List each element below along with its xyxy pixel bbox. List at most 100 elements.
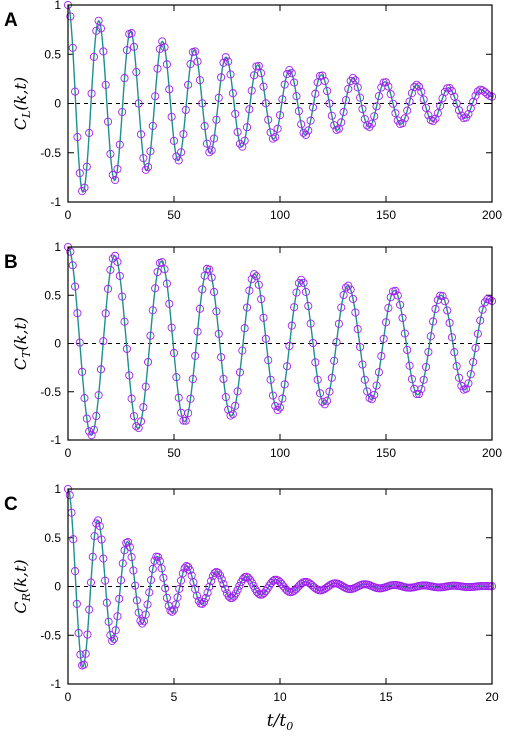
data-point [414, 389, 424, 399]
data-point [104, 617, 113, 626]
data-point [125, 371, 134, 380]
data-point [280, 380, 289, 389]
data-point [473, 329, 482, 338]
data-point [341, 96, 351, 105]
data-point [224, 57, 233, 66]
data-point [66, 12, 75, 21]
data-point [464, 109, 473, 119]
x-tick-label: 150 [376, 446, 396, 460]
data-point [177, 148, 186, 157]
data-point [370, 390, 379, 399]
panel-b: B 0 50 100 150 200 1 0.5 0 -0.5 -1 CT(k,t) [4, 240, 502, 460]
data-point [224, 592, 233, 601]
data-point [144, 357, 153, 367]
data-point [306, 116, 315, 125]
data-point [115, 271, 124, 280]
data-point [275, 111, 285, 120]
data-point [118, 107, 127, 117]
data-point [158, 37, 167, 46]
data-point [146, 575, 156, 585]
data-point [181, 105, 190, 115]
data-point [292, 288, 301, 297]
y-tick-label: -0.5 [40, 628, 61, 642]
data-point [450, 348, 459, 357]
data-point [370, 112, 379, 121]
data-point [101, 576, 110, 585]
data-point [185, 566, 194, 575]
data-point [139, 403, 148, 412]
data-point [292, 92, 301, 101]
y-tick-label: 1 [54, 240, 61, 254]
data-point [141, 165, 150, 174]
data-point [132, 68, 141, 77]
data-point [421, 362, 431, 372]
data-point [132, 596, 141, 605]
data-point [238, 346, 247, 355]
data-point [201, 593, 210, 603]
data-point [247, 275, 256, 284]
data-point [82, 162, 91, 171]
data-point [99, 337, 108, 346]
data-point [275, 403, 285, 412]
data-point [127, 553, 136, 562]
data-point [348, 294, 358, 303]
data-point [205, 148, 214, 157]
data-point [391, 109, 400, 118]
y-tick-label: 0.5 [44, 531, 61, 545]
data-point [325, 387, 334, 396]
data-point [367, 119, 376, 128]
data-point [403, 106, 412, 115]
data-point [235, 368, 245, 377]
data-point [278, 394, 287, 403]
data-point [173, 593, 182, 602]
data-point [214, 93, 223, 102]
data-point [103, 284, 113, 293]
data-point [169, 605, 179, 614]
data-point [426, 332, 435, 341]
series-line [67, 4, 493, 193]
data-point [178, 569, 187, 578]
x-tick-label: 0 [65, 690, 72, 704]
data-point [124, 538, 133, 547]
y-axis-label: CL(k,t) [11, 77, 33, 130]
data-point [81, 649, 90, 658]
data-point [217, 73, 226, 82]
data-point [334, 319, 343, 328]
data-point [414, 82, 424, 91]
data-point [188, 374, 197, 384]
data-point [450, 92, 459, 101]
y-tick-label: 0 [54, 337, 61, 351]
data-point [134, 99, 143, 108]
data-point [199, 597, 209, 606]
data-point [75, 169, 84, 178]
data-point [356, 93, 365, 102]
x-tick-label: 0 [65, 446, 72, 460]
data-point [344, 84, 353, 93]
data-point [103, 117, 113, 126]
data-point [278, 95, 287, 104]
data-point [217, 353, 226, 362]
y-tick-label: -1 [50, 195, 61, 209]
data-point [139, 154, 148, 163]
data-point [320, 76, 329, 86]
x-axis-label: t/t0 [267, 711, 293, 733]
data-point [471, 344, 480, 353]
data-point [198, 285, 207, 294]
data-point [337, 118, 346, 127]
data-point [145, 588, 154, 597]
data-point [339, 108, 348, 117]
data-point [351, 76, 360, 85]
data-point [412, 80, 421, 89]
data-point [240, 324, 249, 333]
data-point [250, 71, 259, 80]
data-point [273, 405, 282, 415]
data-point [167, 112, 176, 121]
data-point [96, 24, 106, 33]
data-point [215, 571, 224, 580]
data-point [363, 121, 372, 130]
data-point [403, 345, 412, 355]
data-point [391, 286, 400, 295]
data-point [102, 598, 111, 607]
data-point [207, 273, 216, 282]
data-point [193, 57, 202, 66]
